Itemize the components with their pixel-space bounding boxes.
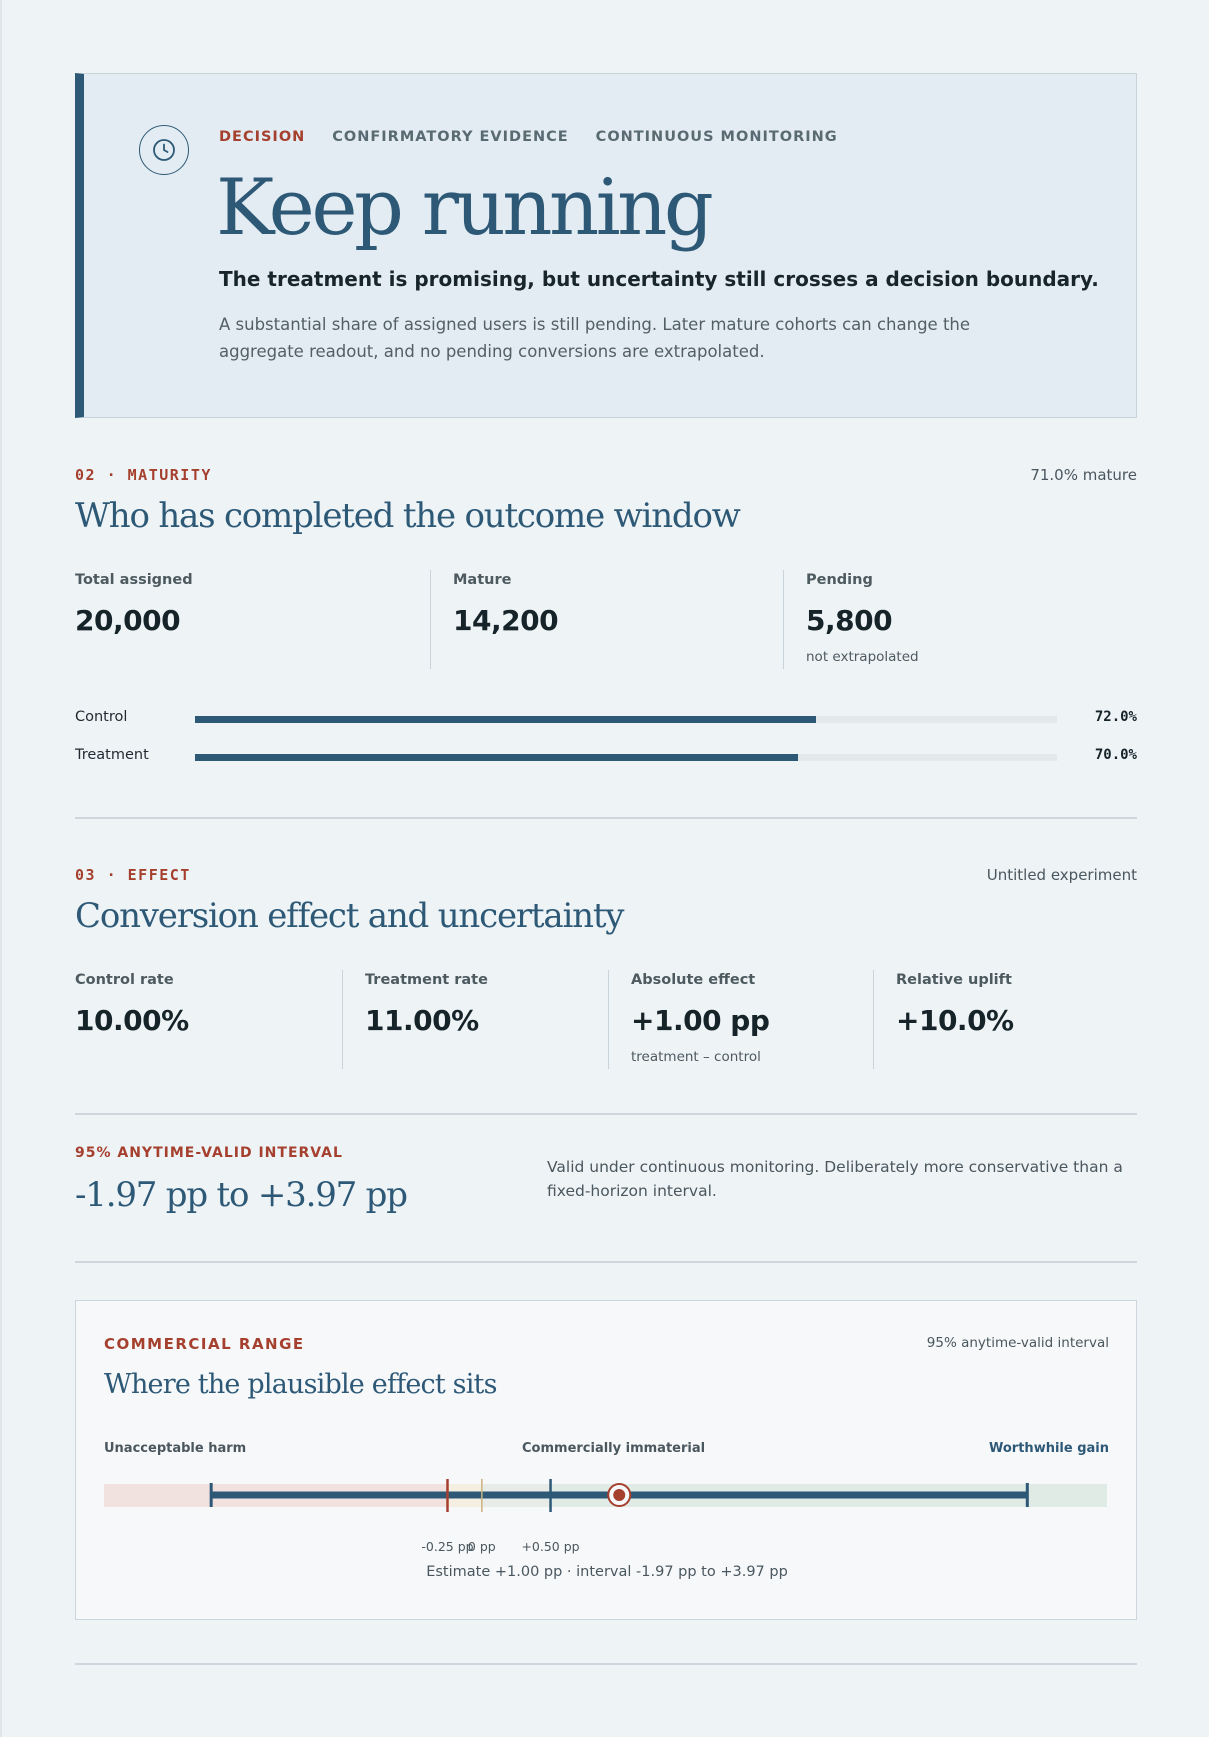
stat-label: Relative uplift	[896, 972, 1012, 988]
bar-row-treatment: Treatment 70.0%	[75, 747, 1137, 785]
commercial-interval-note: 95% anytime-valid interval	[926, 1335, 1109, 1351]
estimate-dot	[613, 1489, 626, 1501]
decision-subhead: The treatment is promising, but uncertai…	[219, 267, 1099, 291]
commercial-eyebrow: COMMERCIAL RANGE	[104, 1335, 305, 1353]
bar-label: Treatment	[75, 747, 149, 763]
stat-value: +1.00 pp	[631, 1004, 770, 1037]
section-divider	[75, 1113, 1137, 1115]
effect-eyebrow: 03 · EFFECT	[75, 866, 191, 884]
stat-relative-uplift: Relative uplift +10.0%	[873, 970, 1137, 1069]
stat-label: Mature	[453, 572, 512, 588]
section-divider	[75, 1663, 1137, 1665]
maturity-bars: Control 72.0% Treatment 70.0%	[75, 709, 1137, 785]
tick-label-zero: 0 pp	[467, 1539, 496, 1554]
stat-value: +10.0%	[896, 1004, 1014, 1037]
tick-label-gain: +0.50 pp	[521, 1539, 580, 1554]
stat-treatment-rate: Treatment rate 11.00%	[342, 970, 608, 1069]
maturity-stats: Total assigned 20,000 Mature 14,200 Pend…	[75, 570, 1137, 669]
zone-label-gain: Worthwhile gain	[989, 1441, 1109, 1456]
maturity-title: Who has completed the outcome window	[75, 496, 741, 536]
stat-label: Control rate	[75, 972, 174, 988]
stat-label: Pending	[806, 572, 873, 588]
tab-continuous-monitoring[interactable]: CONTINUOUS MONITORING	[595, 129, 838, 145]
interval-label: 95% ANYTIME-VALID INTERVAL	[75, 1145, 343, 1161]
clock-icon	[139, 125, 189, 175]
bar-value: 72.0%	[1094, 709, 1137, 725]
stat-value: 5,800	[806, 604, 893, 637]
stat-value: 11.00%	[365, 1004, 479, 1037]
bar-value: 70.0%	[1094, 747, 1137, 763]
stat-value: 10.00%	[75, 1004, 189, 1037]
progress-fill	[195, 754, 799, 761]
progress-track	[195, 716, 1057, 723]
stat-label: Treatment rate	[365, 972, 488, 988]
range-chart	[104, 1479, 1107, 1512]
decision-card: DECISION CONFIRMATORY EVIDENCE CONTINUOU…	[75, 73, 1137, 418]
stat-label: Total assigned	[75, 572, 193, 588]
section-divider	[75, 1261, 1137, 1263]
effect-section: 03 · EFFECT Untitled experiment Conversi…	[75, 866, 1137, 1069]
stat-pending: Pending 5,800 not extrapolated	[783, 570, 1137, 669]
decision-tabs: DECISION CONFIRMATORY EVIDENCE CONTINUOU…	[219, 129, 838, 145]
commercial-summary: Estimate +1.00 pp · interval -1.97 pp to…	[426, 1564, 788, 1580]
maturity-eyebrow: 02 · MATURITY	[75, 466, 212, 484]
bar-label: Control	[75, 709, 128, 725]
stat-note: not extrapolated	[806, 649, 919, 665]
stat-value: 14,200	[453, 604, 559, 637]
zone-label-harm: Unacceptable harm	[104, 1441, 247, 1456]
maturity-section: 02 · MATURITY 71.0% mature Who has compl…	[75, 466, 1137, 763]
zone-label-immaterial: Commercially immaterial	[522, 1441, 706, 1456]
stat-note: treatment – control	[631, 1049, 761, 1065]
stat-absolute-effect: Absolute effect +1.00 pp treatment – con…	[608, 970, 873, 1069]
content: DECISION CONFIRMATORY EVIDENCE CONTINUOU…	[75, 73, 1137, 1665]
maturity-percent: 71.0% mature	[1030, 466, 1137, 484]
stat-label: Absolute effect	[631, 972, 756, 988]
stat-mature: Mature 14,200	[430, 570, 783, 669]
experiment-name: Untitled experiment	[986, 866, 1137, 884]
stat-control-rate: Control rate 10.00%	[75, 970, 342, 1069]
section-divider	[75, 817, 1137, 819]
stat-total-assigned: Total assigned 20,000	[75, 570, 430, 669]
progress-fill	[195, 716, 816, 723]
interval-note: Valid under continuous monitoring. Delib…	[547, 1158, 1123, 1200]
decision-headline: Keep running	[216, 163, 714, 253]
decision-description: A substantial share of assigned users is…	[219, 315, 971, 361]
commercial-range-card: COMMERCIAL RANGE 95% anytime-valid inter…	[75, 1300, 1137, 1620]
stat-value: 20,000	[75, 604, 181, 637]
effect-title: Conversion effect and uncertainty	[75, 896, 625, 936]
interval-block: 95% ANYTIME-VALID INTERVAL -1.97 pp to +…	[75, 1145, 1137, 1215]
progress-track	[195, 754, 1057, 761]
bar-row-control: Control 72.0%	[75, 709, 1137, 747]
tab-confirmatory-evidence[interactable]: CONFIRMATORY EVIDENCE	[332, 129, 569, 145]
commercial-title: Where the plausible effect sits	[104, 1369, 497, 1400]
interval-value: -1.97 pp to +3.97 pp	[75, 1175, 408, 1215]
effect-stats: Control rate 10.00% Treatment rate 11.00…	[75, 970, 1137, 1069]
tab-decision[interactable]: DECISION	[219, 129, 306, 145]
tick-label-harm: -0.25 pp	[421, 1539, 474, 1554]
